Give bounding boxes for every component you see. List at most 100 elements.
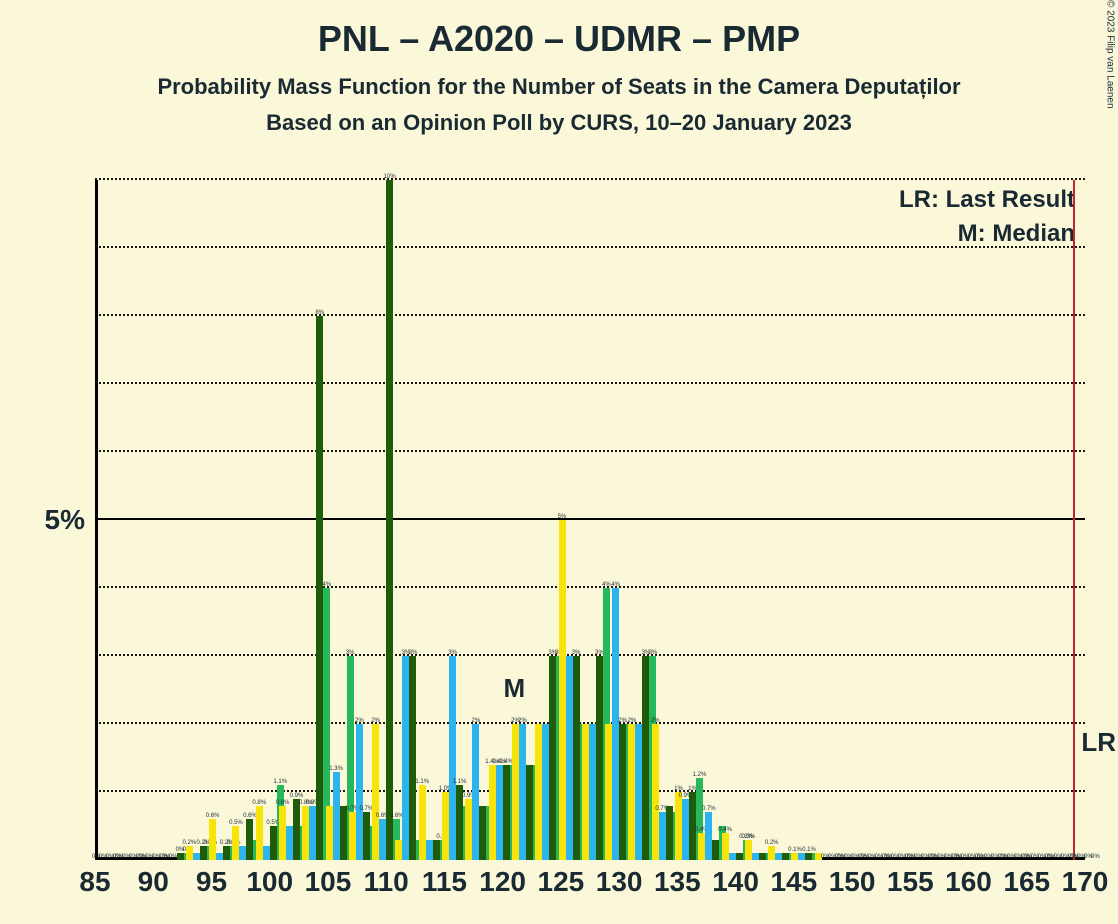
bar [395,840,402,860]
bar-value-label: 0.6% [243,813,257,819]
bar: 8% [316,316,323,860]
bar: 0.1% [791,853,798,860]
bar [752,853,759,860]
bar-value-label: 0.8% [276,800,290,806]
y-tick-label: 5% [45,504,85,536]
bar-value-label: 2% [371,718,380,724]
bar-value-label: 3% [572,650,581,656]
copyright-label: © 2023 Filip van Laenen [1105,0,1116,109]
plot-area: LR: Last Result M: Median 5% LR M 0%0%0%… [95,180,1085,860]
bar: 0.9% [293,799,300,860]
bar: 2% [619,724,626,860]
bar: 0.1% [805,853,812,860]
bar: 0.2% [223,846,230,860]
bar-value-label: 8% [315,310,324,316]
bar: 0.3% [745,840,752,860]
bar: 0.2% [768,846,775,860]
x-tick-label: 135 [654,866,701,898]
bar [582,724,589,860]
bar-value-label: 0.9% [290,793,304,799]
bar: 3% [596,656,603,860]
bar-value-label: 0.3% [742,834,756,840]
bar: 1.4% [496,765,503,860]
bar-value-label: 0.6% [206,813,220,819]
bar-value-label: 10% [384,174,396,180]
bar: 0.7% [705,812,712,860]
bar: 10% [386,180,393,860]
bar: 1% [675,792,682,860]
x-tick-label: 150 [829,866,876,898]
last-result-marker: LR [1081,727,1116,758]
x-tick-label: 145 [770,866,817,898]
bar-value-label: 3% [448,650,457,656]
x-tick-label: 155 [887,866,934,898]
bar [433,840,440,860]
bar: 3% [573,656,580,860]
x-tick-label: 120 [479,866,526,898]
bar: 0.6% [209,819,216,860]
bar: 0.8% [302,806,309,860]
bar: 3% [642,656,649,860]
bar-value-label: 0.7% [702,806,716,812]
x-tick-label: 105 [305,866,352,898]
bar: 0.8% [279,806,286,860]
bar [798,853,805,860]
x-tick-label: 125 [538,866,585,898]
last-result-line [1073,180,1075,860]
bar-value-label: 0.4% [718,827,732,833]
bar-value-label: 1.3% [329,766,343,772]
bar: 0% [177,853,184,860]
bar [542,724,549,860]
bar [326,806,333,860]
bar [340,806,347,860]
bar: 1.3% [333,772,340,860]
bar [263,846,270,860]
bar: 0.7% [659,812,666,860]
bar: 2% [372,724,379,860]
bar: 0.7% [363,812,370,860]
bar: 0.5% [232,826,239,860]
bar: 0.5% [270,826,277,860]
bar [566,656,573,860]
bar-value-label: 1.2% [693,772,707,778]
bar-value-label: 3% [649,650,658,656]
bar: 0.2% [200,846,207,860]
x-tick-label: 95 [196,866,227,898]
bar [775,853,782,860]
bar [589,724,596,860]
bar-value-label: 1.1% [453,779,467,785]
bar-value-label: 4% [611,582,620,588]
bar: 0.8% [309,806,316,860]
bar [736,853,743,860]
bar [535,724,542,860]
bar-value-label: 5% [558,514,567,520]
bar [216,853,223,860]
legend-m: M: Median [958,220,1075,248]
bar-value-label: 0.2% [182,840,196,846]
bar: 2% [512,724,519,860]
bar [526,765,533,860]
x-tick-label: 100 [246,866,293,898]
bar [635,724,642,860]
bar: 0.7% [349,812,356,860]
x-tick-label: 85 [79,866,110,898]
x-tick-label: 170 [1062,866,1109,898]
bar-value-label: 1.1% [273,779,287,785]
bar: 0.4% [722,833,729,860]
bar: 2% [472,724,479,860]
x-tick-label: 165 [1003,866,1050,898]
bar: 5% [559,520,566,860]
bar: 4% [612,588,619,860]
bar: 2% [628,724,635,860]
x-tick-label: 110 [364,866,409,898]
bar-value-label: 3% [409,650,418,656]
chart-title: PNL – A2020 – UDMR – PMP [0,0,1118,60]
bar-value-label: 4% [602,582,611,588]
bar: 0.9% [465,799,472,860]
x-tick-label: 140 [712,866,759,898]
chart-subtitle: Probability Mass Function for the Number… [0,74,1118,100]
bar: 0.6% [379,819,386,860]
chart-subtitle-2: Based on an Opinion Poll by CURS, 10–20 … [0,110,1118,136]
bar: 0.8% [256,806,263,860]
bar [782,853,789,860]
